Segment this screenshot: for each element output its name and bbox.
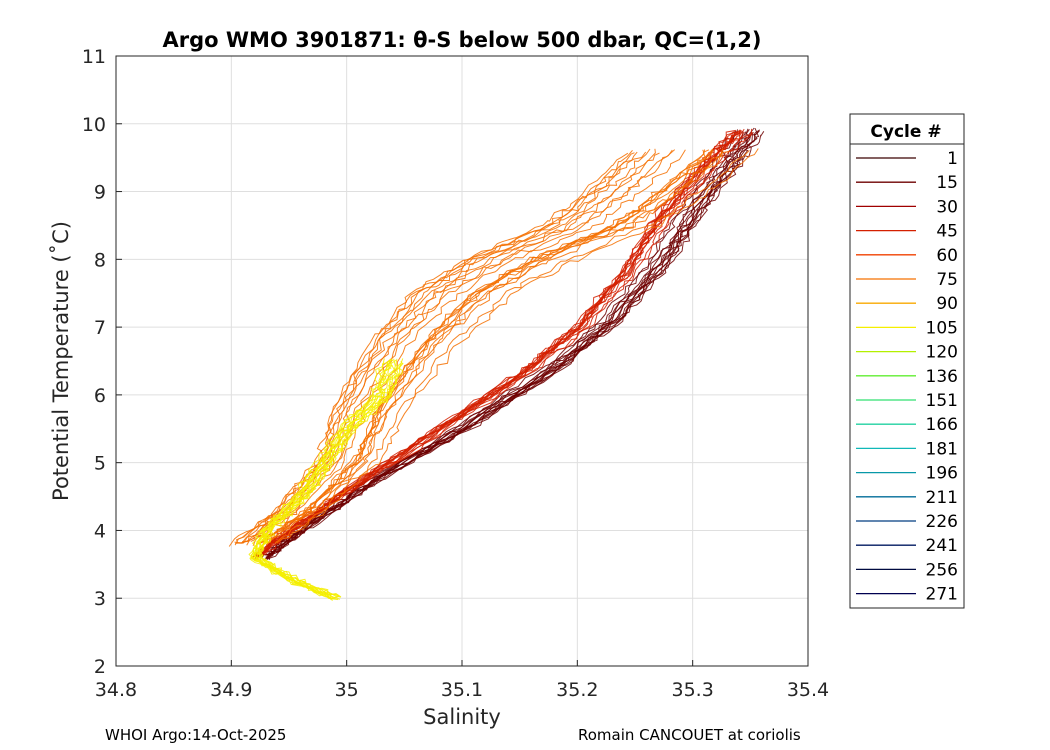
legend-label: 226 xyxy=(926,512,958,532)
series-profile-line xyxy=(234,149,633,546)
series-profile-line xyxy=(265,128,760,556)
footer-left: WHOI Argo:14-Oct-2025 xyxy=(105,726,286,744)
legend-title: Cycle # xyxy=(870,122,941,142)
series-profile-line xyxy=(257,130,743,560)
y-tick-label: 11 xyxy=(82,46,106,68)
legend-label: 166 xyxy=(926,415,958,435)
series-profile-line xyxy=(268,129,761,561)
y-tick-label: 3 xyxy=(94,588,106,610)
legend-label: 151 xyxy=(926,391,958,411)
y-tick-label: 8 xyxy=(94,249,106,271)
y-tick-label: 7 xyxy=(94,317,106,339)
y-axis-label: Potential Temperature (˚C) xyxy=(49,221,73,501)
legend-label: 181 xyxy=(926,439,958,459)
legend: Cycle # 11530456075901051201361511661811… xyxy=(849,113,965,609)
x-tick-label: 35.2 xyxy=(556,679,598,701)
x-axis-label: Salinity xyxy=(423,705,501,729)
series-profile-line xyxy=(265,127,755,558)
legend-label: 1 xyxy=(947,149,958,169)
series-trace xyxy=(248,358,404,602)
series-profile-line xyxy=(252,149,686,546)
legend-label: 196 xyxy=(926,464,958,484)
legend-items: 1 15 30 45 60 75 90 105 120 136 151 166 181 196 211 226… xyxy=(856,149,958,605)
series-profile-line xyxy=(262,149,713,545)
legend-label: 45 xyxy=(936,222,958,242)
footer-right: Romain CANCOUET at coriolis xyxy=(578,726,801,744)
y-tick-label: 10 xyxy=(82,114,106,136)
series-profile-line xyxy=(265,151,730,546)
series-profile-line xyxy=(258,360,404,599)
series-profile-line xyxy=(250,358,394,600)
x-tick-label: 35.4 xyxy=(787,679,829,701)
series-profile-line xyxy=(261,149,714,547)
series-profile-line xyxy=(274,150,750,544)
legend-label: 211 xyxy=(926,488,958,508)
series-profile-line xyxy=(267,129,750,559)
y-tick-label: 2 xyxy=(94,656,106,678)
plot-area-frame xyxy=(115,55,809,667)
series-trace xyxy=(252,128,754,560)
legend-label: 105 xyxy=(926,318,958,338)
legend-label: 271 xyxy=(926,585,958,605)
chart-title: Argo WMO 3901871: θ-S below 500 dbar, QC… xyxy=(163,28,762,52)
plot-traces xyxy=(228,127,765,602)
legend-label: 256 xyxy=(926,560,958,580)
series-profile-line xyxy=(252,131,745,558)
x-tick-label: 34.8 xyxy=(95,679,137,701)
series-profile-line xyxy=(276,148,759,544)
legend-label: 15 xyxy=(936,173,958,193)
legend-label: 120 xyxy=(926,343,958,363)
y-tick-label: 9 xyxy=(94,182,106,204)
series-profile-line xyxy=(249,362,388,600)
legend-label: 75 xyxy=(936,270,958,290)
x-tick-label: 34.9 xyxy=(210,679,252,701)
y-tick-label: 4 xyxy=(94,520,106,542)
legend-box xyxy=(849,113,965,609)
series-profile-line xyxy=(258,363,401,598)
x-tick-labels: 34.8 34.9 35 35.1 35.2 35.3 35.4 xyxy=(95,679,829,701)
legend-label: 136 xyxy=(926,367,958,387)
legend-label: 241 xyxy=(926,536,958,556)
x-tick-label: 35.1 xyxy=(441,679,483,701)
legend-label: 30 xyxy=(936,197,958,217)
y-tick-label: 5 xyxy=(94,453,106,475)
legend-label: 90 xyxy=(936,294,958,314)
legend-label: 60 xyxy=(936,246,958,266)
series-profile-line xyxy=(255,130,740,560)
x-tick-label: 35.3 xyxy=(672,679,714,701)
x-tick-label: 35 xyxy=(335,679,359,701)
y-tick-label: 6 xyxy=(94,385,106,407)
series-profile-line xyxy=(228,152,629,547)
y-tick-labels: 2 3 4 5 6 7 8 9 10 11 xyxy=(82,46,106,678)
